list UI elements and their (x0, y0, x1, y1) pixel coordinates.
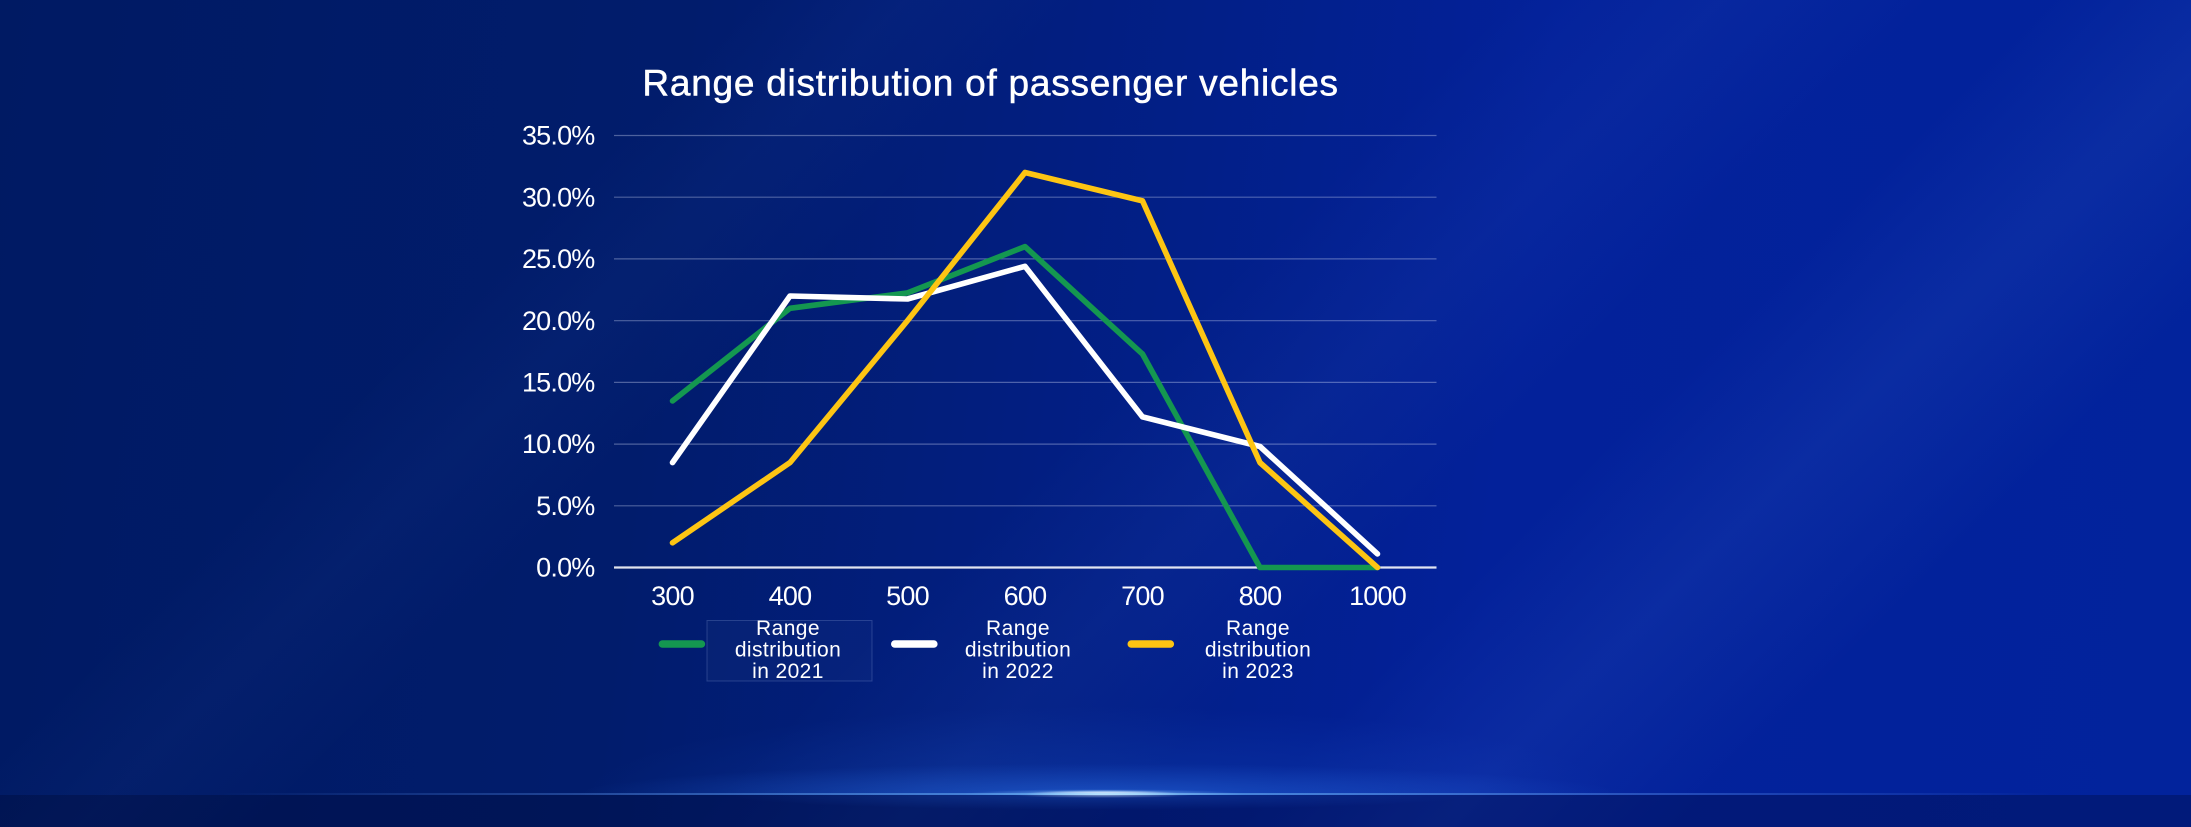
svg-text:500: 500 (886, 581, 929, 611)
svg-text:distribution: distribution (735, 639, 841, 662)
svg-text:800: 800 (1239, 581, 1282, 611)
svg-text:in 2022: in 2022 (982, 660, 1054, 683)
svg-text:600: 600 (1004, 581, 1047, 611)
svg-text:5.0%: 5.0% (536, 491, 595, 521)
svg-text:400: 400 (769, 581, 812, 611)
svg-text:Range: Range (1226, 617, 1290, 640)
svg-text:30.0%: 30.0% (522, 182, 595, 212)
svg-text:Range: Range (756, 617, 820, 640)
svg-text:Range distribution of passenge: Range distribution of passenger vehicles (642, 63, 1338, 104)
svg-text:700: 700 (1121, 581, 1164, 611)
svg-text:1000: 1000 (1349, 581, 1406, 611)
svg-text:in 2023: in 2023 (1222, 660, 1294, 683)
svg-text:distribution: distribution (1205, 639, 1311, 662)
svg-text:300: 300 (651, 581, 694, 611)
svg-text:distribution: distribution (965, 639, 1071, 662)
svg-text:35.0%: 35.0% (522, 121, 595, 151)
svg-text:20.0%: 20.0% (522, 306, 595, 336)
svg-text:in 2021: in 2021 (752, 660, 824, 683)
svg-text:10.0%: 10.0% (522, 429, 595, 459)
svg-text:Range: Range (986, 617, 1050, 640)
svg-text:15.0%: 15.0% (522, 368, 595, 398)
svg-text:0.0%: 0.0% (536, 553, 595, 583)
svg-text:25.0%: 25.0% (522, 244, 595, 274)
